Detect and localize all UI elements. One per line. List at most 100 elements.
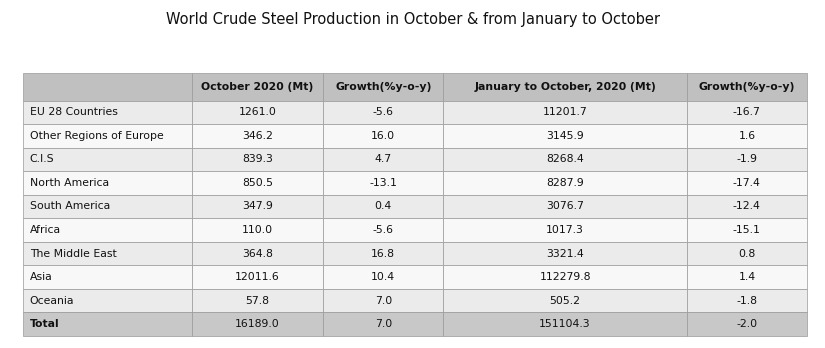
Text: 4.7: 4.7 [375,155,392,165]
Text: -1.8: -1.8 [737,295,757,306]
Text: 12011.6: 12011.6 [235,272,280,282]
Text: 11201.7: 11201.7 [543,108,587,117]
Bar [443,73,687,101]
Text: -5.6: -5.6 [373,108,394,117]
Bar [191,312,323,336]
Text: 0.4: 0.4 [375,201,392,212]
Bar [23,148,191,171]
Bar [191,242,323,265]
Bar [23,218,191,242]
Text: -12.4: -12.4 [733,201,761,212]
Text: 346.2: 346.2 [242,131,273,141]
Bar [191,148,323,171]
Text: 7.0: 7.0 [375,319,392,329]
Bar [323,124,443,148]
Text: Growth(%y-o-y): Growth(%y-o-y) [699,82,795,92]
Text: 347.9: 347.9 [242,201,273,212]
Text: 10.4: 10.4 [371,272,395,282]
Bar [443,148,687,171]
Bar [687,148,807,171]
Text: Growth(%y-o-y): Growth(%y-o-y) [335,82,431,92]
Text: 151104.3: 151104.3 [540,319,591,329]
Text: 364.8: 364.8 [242,248,273,259]
Bar [687,171,807,195]
Text: 1017.3: 1017.3 [546,225,584,235]
Bar [23,124,191,148]
Bar [443,242,687,265]
Text: 3145.9: 3145.9 [546,131,584,141]
Text: -17.4: -17.4 [733,178,761,188]
Text: 0.8: 0.8 [738,248,756,259]
Bar [191,171,323,195]
Bar [191,195,323,218]
Bar [323,73,443,101]
Text: World Crude Steel Production in October & from January to October: World Crude Steel Production in October … [166,12,659,27]
Bar [191,265,323,289]
Text: Oceania: Oceania [30,295,74,306]
Bar [191,289,323,312]
Bar [687,289,807,312]
Bar [323,101,443,124]
Text: 8268.4: 8268.4 [546,155,584,165]
Bar [23,195,191,218]
Bar [323,312,443,336]
Bar [443,289,687,312]
Text: 839.3: 839.3 [242,155,273,165]
Text: 1.4: 1.4 [738,272,756,282]
Bar [23,242,191,265]
Bar [23,73,191,101]
Text: 8287.9: 8287.9 [546,178,584,188]
Bar [687,218,807,242]
Bar [443,312,687,336]
Bar [23,101,191,124]
Bar [23,312,191,336]
Text: Other Regions of Europe: Other Regions of Europe [30,131,163,141]
Text: -15.1: -15.1 [733,225,761,235]
Text: North America: North America [30,178,109,188]
Bar [687,195,807,218]
Bar [443,101,687,124]
Bar [443,124,687,148]
Bar [191,73,323,101]
Text: -5.6: -5.6 [373,225,394,235]
Bar [323,265,443,289]
Text: 16.0: 16.0 [371,131,395,141]
Bar [443,218,687,242]
Bar [323,218,443,242]
Bar [323,195,443,218]
Bar [323,148,443,171]
Text: 110.0: 110.0 [242,225,273,235]
Text: 16189.0: 16189.0 [235,319,280,329]
Bar [687,73,807,101]
Bar [191,218,323,242]
Text: -2.0: -2.0 [737,319,757,329]
Bar [687,312,807,336]
Text: 1.6: 1.6 [738,131,756,141]
Text: Asia: Asia [30,272,53,282]
Bar [191,124,323,148]
Text: 3321.4: 3321.4 [546,248,584,259]
Bar [323,289,443,312]
Text: 112279.8: 112279.8 [540,272,591,282]
Text: South America: South America [30,201,110,212]
Text: 850.5: 850.5 [242,178,273,188]
Text: 7.0: 7.0 [375,295,392,306]
Bar [443,171,687,195]
Bar [443,195,687,218]
Text: January to October, 2020 (Mt): January to October, 2020 (Mt) [474,82,656,92]
Bar [23,171,191,195]
Text: 57.8: 57.8 [246,295,270,306]
Text: Total: Total [30,319,59,329]
Bar [687,265,807,289]
Text: EU 28 Countries: EU 28 Countries [30,108,118,117]
Bar [191,101,323,124]
Bar [687,242,807,265]
Bar [687,101,807,124]
Text: October 2020 (Mt): October 2020 (Mt) [201,82,314,92]
Text: 3076.7: 3076.7 [546,201,584,212]
Text: -16.7: -16.7 [733,108,761,117]
Text: 1261.0: 1261.0 [238,108,276,117]
Text: C.I.S: C.I.S [30,155,54,165]
Bar [23,265,191,289]
Bar [23,289,191,312]
